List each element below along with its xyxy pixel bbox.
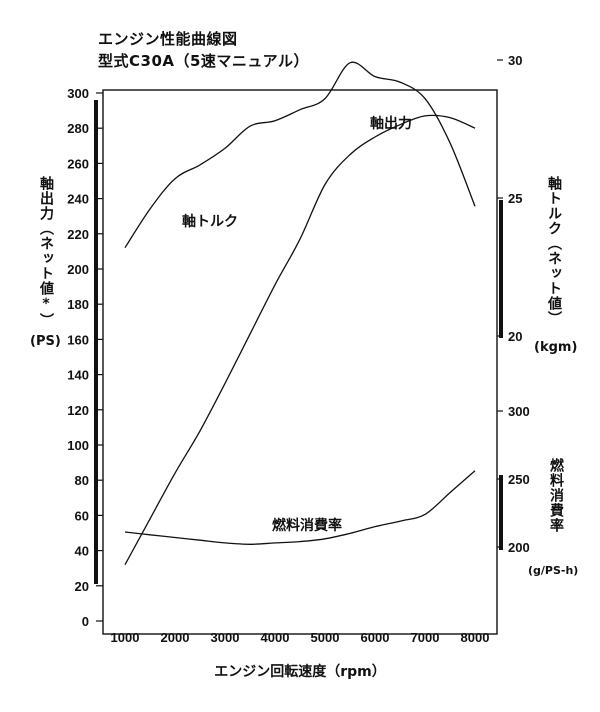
left-tick-label: 300 — [67, 86, 89, 101]
torque-tick-label: 25 — [508, 191, 522, 206]
x-tick-label: 4000 — [261, 630, 290, 645]
left-tick-label: 280 — [67, 121, 89, 136]
x-axis-label: エンジン回転速度（rpm） — [214, 664, 386, 680]
left-tick-label: 0 — [82, 614, 89, 629]
torque-axis-unit: (kgm) — [534, 340, 578, 355]
left-tick-label: 80 — [75, 473, 89, 488]
plot-frame — [102, 89, 498, 635]
torque-curve — [124, 61, 476, 249]
torque-tick-label: 20 — [508, 329, 522, 344]
chart-subtitle: 型式C30A（5速マニュアル） — [98, 52, 309, 70]
fuel-curve-label: 燃料消費率 — [272, 517, 342, 534]
left-tick-label: 60 — [75, 508, 89, 523]
x-tick-label: 8000 — [461, 630, 490, 645]
left-tick-label: 240 — [67, 192, 89, 207]
left-tick-label: 160 — [67, 332, 89, 347]
x-tick-label: 6000 — [361, 630, 390, 645]
x-tick-label: 7000 — [411, 630, 440, 645]
left-tick-label: 100 — [67, 438, 89, 453]
torque-curve-label: 軸トルク — [182, 213, 238, 230]
power-curve-label: 軸出力 — [370, 115, 412, 132]
chart-title: エンジン性能曲線図 — [98, 30, 238, 48]
fuel-consumption-curve — [124, 470, 476, 545]
fuel-axis-unit: (g/PS-h) — [528, 564, 579, 577]
left-tick-label: 40 — [75, 544, 89, 559]
power-curve — [124, 114, 476, 566]
left-tick-label: 120 — [67, 403, 89, 418]
left-tick-label: 180 — [67, 297, 89, 312]
left-tick-label: 140 — [67, 368, 89, 383]
fuel-tick-label: 200 — [508, 540, 530, 555]
torque-tick-label: 30 — [508, 53, 522, 68]
left-tick-label: 260 — [67, 156, 89, 171]
fuel-tick-label: 300 — [508, 404, 530, 419]
x-tick-label: 1000 — [111, 630, 140, 645]
left-axis-unit: (PS) — [30, 334, 61, 349]
fuel-tick-label: 250 — [508, 472, 530, 487]
x-tick-label: 5000 — [311, 630, 340, 645]
left-tick-label: 220 — [67, 227, 89, 242]
x-tick-label: 2000 — [161, 630, 190, 645]
torque-axis-label: 軸トルク（ネット値） — [546, 176, 562, 326]
x-tick-label: 3000 — [211, 630, 240, 645]
left-tick-label: 200 — [67, 262, 89, 277]
left-axis-label: 軸出力（ネット値*） — [38, 176, 54, 328]
left-tick-label: 20 — [75, 579, 89, 594]
fuel-axis-label: 燃料消費率 — [548, 458, 564, 533]
